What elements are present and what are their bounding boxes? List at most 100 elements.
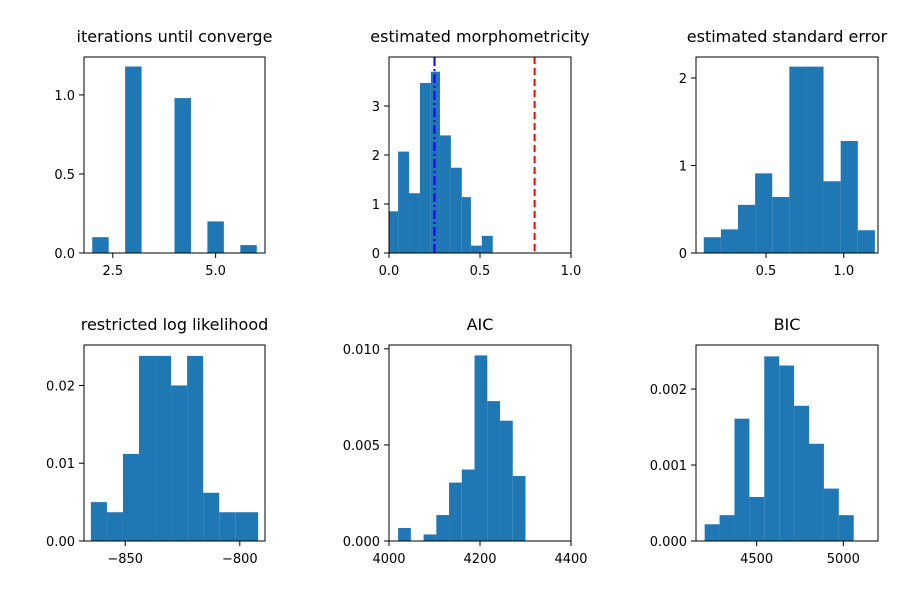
histogram-bar	[764, 356, 780, 541]
subplot-title: BIC	[774, 315, 801, 334]
x-tick-label: 1.0	[833, 264, 854, 279]
histogram-bar	[389, 211, 399, 253]
subplot-title: estimated morphometricity	[370, 27, 589, 46]
histogram-bar	[794, 405, 810, 541]
y-tick-label: 0.000	[343, 535, 380, 550]
y-tick-label: 0	[679, 247, 687, 262]
subplot-title: iterations until converge	[77, 27, 273, 46]
subplot-4: −850 −800 0.00 0.01 0.02 restricted log likel…	[46, 315, 268, 567]
histogram-bar	[789, 66, 807, 253]
y-tick-label: 1	[679, 160, 687, 175]
y-tick-label: 0.02	[46, 379, 75, 394]
histogram-bar	[450, 167, 462, 253]
histogram-bar	[749, 496, 765, 541]
subplot-title: estimated standard error	[687, 27, 888, 46]
y-tick-label: 1.0	[54, 89, 75, 104]
y-tick-label: 0.0	[54, 247, 75, 262]
y-tick-label: 3	[372, 100, 380, 115]
x-tick-label: 5000	[827, 552, 860, 567]
subplot-2: 0.0 0.5 1.0 0 1 2 3 estimated morphometricity	[370, 27, 589, 279]
histogram-bar	[203, 492, 220, 541]
histogram-bar	[436, 515, 450, 541]
histogram-bar	[419, 82, 431, 253]
histogram-bar	[481, 235, 493, 253]
histogram-bar	[449, 482, 462, 541]
histogram-bar	[106, 512, 123, 541]
histogram-bar	[470, 245, 482, 253]
y-tick-label: 0.010	[343, 343, 380, 358]
plot-area	[92, 66, 257, 253]
subplot-title: restricted log likelihood	[81, 315, 269, 334]
x-tick-label: −850	[107, 552, 143, 567]
subplot-3: 0.5 1.0 0 1 2 estimated standard error	[679, 27, 888, 279]
histogram-bar	[423, 534, 437, 541]
histogram-bar	[809, 443, 824, 541]
histogram-bar	[240, 245, 257, 253]
x-tick-label: 2.5	[102, 264, 123, 279]
y-tick-label: 2	[372, 149, 380, 164]
plot-area	[389, 57, 536, 253]
histogram-bar	[823, 181, 841, 253]
histogram-bar	[779, 365, 795, 541]
plot-area	[90, 355, 259, 541]
histogram-bar	[207, 221, 224, 253]
histogram-bar	[857, 230, 875, 253]
histogram-bar	[474, 355, 488, 541]
y-tick-label: 0.00	[46, 535, 75, 550]
histogram-bar	[461, 469, 475, 541]
histogram-bar	[704, 524, 720, 541]
subplot-1: 2.5 5.0 0.0 0.5 1.0 iterations until converge	[54, 27, 272, 279]
histogram-bar	[806, 66, 824, 253]
histogram-bar	[719, 515, 735, 541]
y-tick-label: 0.5	[54, 168, 75, 183]
y-tick-label: 0.001	[650, 459, 687, 474]
histogram-bar	[772, 197, 790, 253]
x-tick-label: 0.0	[379, 264, 400, 279]
plot-area	[704, 356, 854, 541]
subplot-title: AIC	[467, 315, 494, 334]
histogram-bar	[409, 193, 420, 253]
histogram-bar	[840, 141, 858, 253]
subplot-6: 4500 5000 0.000 0.001 0.002 BIC	[650, 315, 879, 567]
histogram-bar	[838, 515, 854, 541]
x-tick-label: 0.5	[470, 264, 491, 279]
axes-frame	[695, 56, 879, 254]
histogram-bar	[174, 98, 191, 253]
histogram-bar	[734, 418, 750, 541]
histogram-bar	[92, 237, 109, 253]
x-tick-label: 4500	[740, 552, 773, 567]
histogram-bar	[755, 173, 773, 253]
axes-frame	[83, 344, 266, 542]
x-tick-label: −800	[222, 552, 258, 567]
y-tick-label: 2	[679, 72, 687, 87]
histogram-bar	[439, 135, 451, 253]
plot-area	[398, 355, 526, 541]
x-tick-label: 1.0	[561, 264, 582, 279]
y-tick-label: 0.002	[650, 383, 687, 398]
histogram-bar	[398, 151, 410, 253]
histogram-bar	[398, 527, 411, 541]
histogram-bar	[122, 453, 139, 541]
histogram-bar	[500, 420, 513, 541]
axes-frame	[83, 56, 266, 254]
subplot-5: 4000 4200 4400 0.000 0.005 0.010 AIC	[343, 315, 588, 567]
y-tick-label: 0.01	[46, 457, 75, 472]
histogram-bar	[720, 229, 738, 253]
histogram-bar	[738, 204, 756, 253]
histogram-bar	[138, 355, 156, 541]
plot-area	[703, 66, 875, 253]
axes-frame	[695, 344, 879, 542]
y-tick-label: 0	[372, 247, 380, 262]
x-tick-label: 5.0	[205, 264, 226, 279]
histogram-bar	[512, 476, 526, 541]
histogram-bar	[461, 197, 471, 253]
histogram-bar	[235, 512, 259, 541]
histogram-bar	[125, 66, 142, 253]
histogram-bar	[187, 355, 204, 541]
histogram-bar	[90, 502, 107, 541]
x-tick-label: 0.5	[756, 264, 777, 279]
y-tick-label: 1	[372, 198, 380, 213]
x-tick-label: 4000	[372, 552, 405, 567]
y-tick-label: 0.005	[343, 439, 380, 454]
x-tick-label: 4400	[554, 552, 587, 567]
